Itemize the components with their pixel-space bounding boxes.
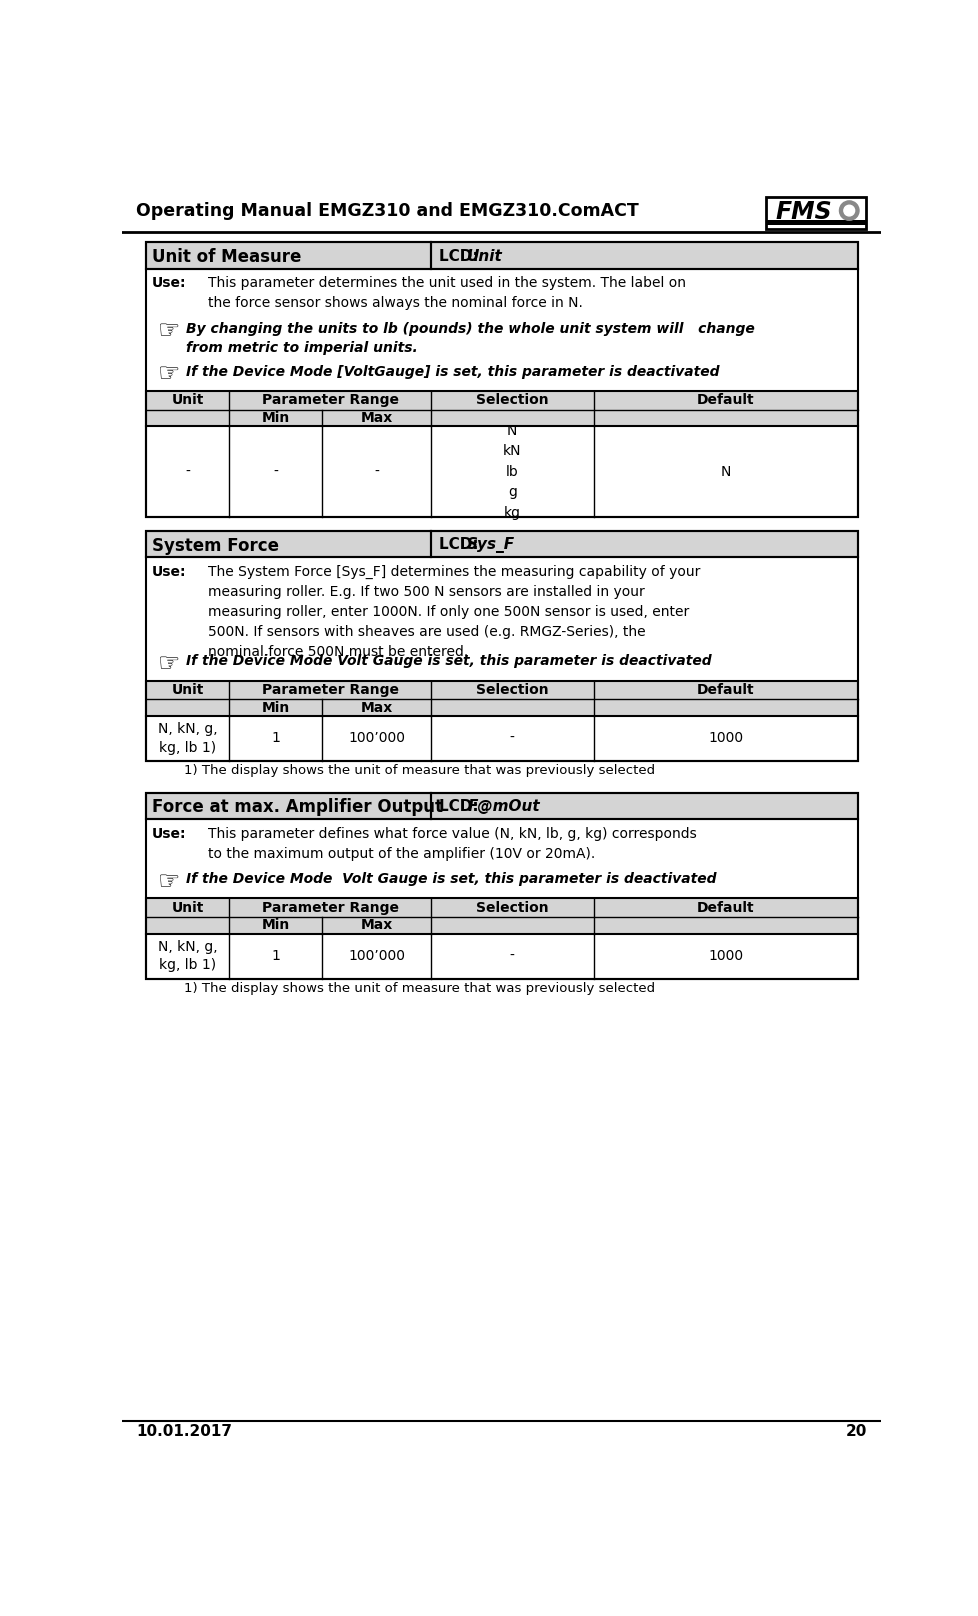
Bar bbox=[146, 242, 857, 268]
Bar bbox=[146, 700, 857, 716]
Bar bbox=[146, 716, 857, 761]
Text: This parameter defines what force value (N, kN, lb, g, kg) corresponds
to the ma: This parameter defines what force value … bbox=[207, 827, 695, 861]
Bar bbox=[146, 409, 857, 427]
Text: N, kN, g,
kg, lb 1): N, kN, g, kg, lb 1) bbox=[157, 941, 217, 973]
Text: 1) The display shows the unit of measure that was previously selected: 1) The display shows the unit of measure… bbox=[184, 764, 655, 777]
Text: If the Device Mode  Volt Gauge is set, this parameter is deactivated: If the Device Mode Volt Gauge is set, th… bbox=[186, 873, 716, 886]
Text: Use:: Use: bbox=[152, 276, 186, 291]
Bar bbox=[146, 916, 857, 934]
Text: 1) The display shows the unit of measure that was previously selected: 1) The display shows the unit of measure… bbox=[184, 981, 655, 994]
Text: Default: Default bbox=[696, 900, 754, 915]
Text: Unit of Measure: Unit of Measure bbox=[152, 247, 301, 265]
Text: 1: 1 bbox=[271, 949, 280, 963]
Text: 100’000: 100’000 bbox=[348, 949, 405, 963]
Text: LCD:: LCD: bbox=[438, 800, 483, 814]
Text: Use:: Use: bbox=[152, 566, 186, 579]
Bar bbox=[146, 391, 857, 409]
Bar bbox=[146, 793, 857, 819]
Text: -: - bbox=[374, 465, 378, 478]
Text: Parameter Range: Parameter Range bbox=[261, 900, 398, 915]
Bar bbox=[146, 532, 857, 558]
Text: -: - bbox=[510, 732, 514, 745]
Text: -: - bbox=[273, 465, 278, 478]
Text: Parameter Range: Parameter Range bbox=[261, 684, 398, 696]
Text: Min: Min bbox=[261, 410, 289, 425]
Text: Selection: Selection bbox=[475, 684, 548, 696]
Bar bbox=[146, 532, 857, 761]
Text: Force at max. Amplifier Output: Force at max. Amplifier Output bbox=[152, 798, 442, 816]
Bar bbox=[765, 197, 866, 229]
Text: If the Device Mode [VoltGauge] is set, this parameter is deactivated: If the Device Mode [VoltGauge] is set, t… bbox=[186, 365, 719, 378]
Circle shape bbox=[838, 200, 858, 220]
Bar bbox=[146, 898, 857, 916]
Text: 1000: 1000 bbox=[707, 732, 742, 745]
Text: 100’000: 100’000 bbox=[348, 732, 405, 745]
Text: Default: Default bbox=[696, 393, 754, 407]
Bar bbox=[146, 680, 857, 700]
Text: 10.01.2017: 10.01.2017 bbox=[136, 1424, 232, 1440]
Text: 1: 1 bbox=[271, 732, 280, 745]
Text: Unit: Unit bbox=[171, 393, 203, 407]
Bar bbox=[146, 427, 857, 517]
Text: Operating Manual EMGZ310 and EMGZ310.ComACT: Operating Manual EMGZ310 and EMGZ310.Com… bbox=[136, 202, 639, 220]
Text: By changing the units to lb (pounds) the whole unit system will   change
from me: By changing the units to lb (pounds) the… bbox=[186, 322, 754, 354]
Text: -: - bbox=[185, 465, 190, 478]
Text: FMS: FMS bbox=[775, 199, 831, 223]
Text: 1000: 1000 bbox=[707, 949, 742, 963]
Text: Max: Max bbox=[360, 918, 392, 932]
Bar bbox=[146, 898, 857, 979]
Text: 20: 20 bbox=[845, 1424, 867, 1440]
Text: Unit: Unit bbox=[171, 900, 203, 915]
Text: Sys_F: Sys_F bbox=[467, 538, 514, 553]
Circle shape bbox=[843, 205, 854, 217]
Bar bbox=[146, 793, 857, 979]
Text: N: N bbox=[720, 465, 731, 478]
Text: N
kN
lb
g
kg: N kN lb g kg bbox=[503, 423, 521, 520]
Bar bbox=[146, 391, 857, 517]
Text: Selection: Selection bbox=[475, 393, 548, 407]
Text: ☞: ☞ bbox=[157, 869, 180, 894]
Text: ☞: ☞ bbox=[157, 653, 180, 675]
Text: Unit: Unit bbox=[467, 249, 503, 263]
Text: System Force: System Force bbox=[152, 537, 279, 554]
Text: The System Force [Sys_F] determines the measuring capability of your
measuring r: The System Force [Sys_F] determines the … bbox=[207, 566, 699, 659]
Text: Min: Min bbox=[261, 918, 289, 932]
Text: Parameter Range: Parameter Range bbox=[261, 393, 398, 407]
Text: Default: Default bbox=[696, 684, 754, 696]
Text: Max: Max bbox=[360, 700, 392, 714]
Text: LCD:: LCD: bbox=[438, 249, 483, 263]
Text: Max: Max bbox=[360, 410, 392, 425]
Text: -: - bbox=[510, 949, 514, 963]
Text: Min: Min bbox=[261, 700, 289, 714]
Text: Selection: Selection bbox=[475, 900, 548, 915]
Text: Use:: Use: bbox=[152, 827, 186, 840]
Text: This parameter determines the unit used in the system. The label on
the force se: This parameter determines the unit used … bbox=[207, 276, 685, 310]
Text: ☞: ☞ bbox=[157, 320, 180, 344]
Text: LCD:: LCD: bbox=[438, 538, 483, 553]
Text: If the Device Mode Volt Gauge is set, this parameter is deactivated: If the Device Mode Volt Gauge is set, th… bbox=[186, 654, 711, 669]
Bar bbox=[765, 220, 866, 225]
Bar bbox=[146, 680, 857, 761]
Bar bbox=[146, 934, 857, 979]
Bar bbox=[146, 242, 857, 517]
Text: Unit: Unit bbox=[171, 684, 203, 696]
Text: N, kN, g,
kg, lb 1): N, kN, g, kg, lb 1) bbox=[157, 722, 217, 755]
Text: ☞: ☞ bbox=[157, 362, 180, 386]
Text: F@mOut: F@mOut bbox=[467, 800, 539, 814]
